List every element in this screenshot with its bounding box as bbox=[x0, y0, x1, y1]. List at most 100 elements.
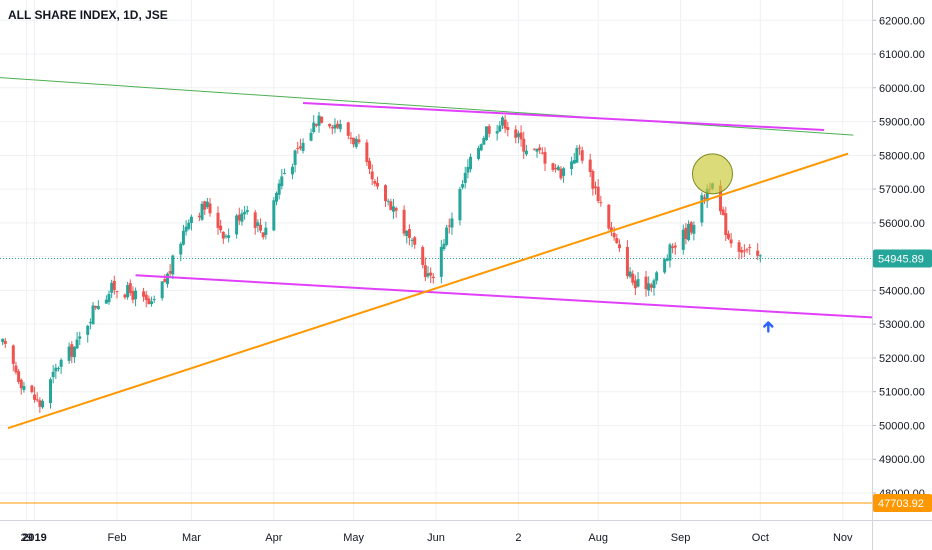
candle-body bbox=[665, 258, 669, 261]
rising-support-line[interactable] bbox=[7, 152, 849, 430]
y-tick-label: 54000.00 bbox=[879, 285, 925, 297]
candle-body bbox=[447, 225, 451, 227]
candle-body bbox=[134, 290, 138, 300]
candle-body bbox=[38, 400, 42, 407]
candle-body bbox=[487, 126, 491, 134]
candle-body bbox=[729, 239, 733, 244]
candle-body bbox=[280, 176, 284, 186]
lower-support-line[interactable] bbox=[135, 274, 873, 319]
candle-body bbox=[368, 160, 372, 169]
candle-body bbox=[187, 222, 191, 229]
chart-title: ALL SHARE INDEX, 1D, JSE bbox=[8, 8, 168, 22]
candle-body bbox=[91, 305, 95, 325]
price-tag-box bbox=[873, 249, 932, 268]
candle-body bbox=[692, 224, 696, 234]
candle-body bbox=[482, 137, 486, 145]
y-tick-label: 49000.00 bbox=[879, 454, 925, 466]
candle-body bbox=[11, 345, 15, 364]
candle-body bbox=[298, 146, 302, 149]
candle-body bbox=[240, 213, 244, 222]
green-trendline[interactable] bbox=[0, 77, 854, 136]
candle-body bbox=[410, 239, 414, 241]
candle-body bbox=[290, 166, 294, 175]
candle-body bbox=[110, 282, 114, 293]
candle-body bbox=[59, 359, 63, 367]
candle-body bbox=[514, 129, 518, 138]
candle-body bbox=[115, 291, 119, 293]
candle-body bbox=[652, 280, 656, 289]
candle-body bbox=[599, 202, 603, 204]
candle-body bbox=[142, 291, 146, 297]
candle-body bbox=[96, 306, 100, 310]
candle-body bbox=[551, 163, 555, 170]
candle-body bbox=[383, 185, 387, 202]
candle-body bbox=[485, 126, 489, 141]
candle-body bbox=[700, 195, 704, 223]
candle-body bbox=[596, 186, 600, 202]
x-tick-label: Nov bbox=[833, 532, 853, 544]
candle-body bbox=[320, 116, 324, 123]
candle-body bbox=[314, 123, 318, 126]
candle-body bbox=[253, 212, 257, 228]
candle-body bbox=[352, 137, 356, 145]
candle-body bbox=[370, 171, 374, 180]
candle-body bbox=[445, 227, 449, 245]
candle-body bbox=[721, 209, 725, 216]
candle-body bbox=[104, 299, 108, 304]
candle-body bbox=[160, 281, 164, 299]
candle-body bbox=[612, 232, 616, 238]
candle-body bbox=[572, 160, 576, 164]
candle-body bbox=[75, 339, 79, 349]
candle-body bbox=[330, 127, 334, 129]
candle-body bbox=[466, 166, 470, 173]
up-arrow-icon[interactable] bbox=[763, 321, 774, 333]
candle-body bbox=[49, 379, 53, 404]
candle-body bbox=[405, 230, 409, 236]
candle-body bbox=[556, 166, 560, 171]
candle-body bbox=[543, 152, 547, 164]
candle-body bbox=[33, 394, 37, 400]
candle-body bbox=[208, 203, 212, 214]
candle-body bbox=[633, 280, 637, 289]
candle-body bbox=[461, 184, 465, 188]
candle-body bbox=[745, 249, 749, 251]
candle-body bbox=[293, 150, 297, 165]
candle-body bbox=[594, 186, 598, 188]
candle-body bbox=[386, 200, 390, 202]
candle-body bbox=[655, 272, 659, 281]
price-tag-label: 47703.92 bbox=[878, 498, 924, 510]
candle-body bbox=[181, 230, 185, 245]
candle-body bbox=[54, 367, 58, 372]
candle-body bbox=[495, 131, 499, 134]
candle-body bbox=[423, 265, 427, 278]
candle-body bbox=[88, 322, 92, 324]
candle-body bbox=[742, 250, 746, 252]
candle-body bbox=[301, 142, 305, 151]
candle-body bbox=[756, 250, 760, 256]
candle-body bbox=[264, 227, 268, 235]
candle-body bbox=[3, 340, 7, 344]
x-tick-label: 2 bbox=[515, 532, 521, 544]
highlight-circle[interactable] bbox=[691, 153, 733, 195]
candle-body bbox=[522, 138, 526, 152]
candle-body bbox=[256, 222, 260, 226]
candle-body bbox=[354, 138, 358, 147]
candle-body bbox=[535, 148, 539, 152]
candle-body bbox=[703, 197, 707, 200]
upper-resistance-line[interactable] bbox=[303, 101, 825, 131]
trendlines[interactable] bbox=[0, 77, 873, 430]
candle-body bbox=[617, 244, 621, 249]
candle-body bbox=[373, 181, 377, 184]
candle-body bbox=[19, 379, 23, 389]
candle-body bbox=[673, 245, 677, 248]
candle-body bbox=[724, 213, 728, 235]
y-tick-label: 62000.00 bbox=[879, 15, 925, 27]
candle-body bbox=[205, 201, 209, 208]
candle-body bbox=[519, 132, 523, 140]
candle-body bbox=[389, 201, 393, 211]
candles bbox=[1, 111, 762, 413]
candle-body bbox=[758, 255, 762, 257]
candle-body bbox=[200, 203, 204, 220]
candle-body bbox=[500, 117, 504, 126]
